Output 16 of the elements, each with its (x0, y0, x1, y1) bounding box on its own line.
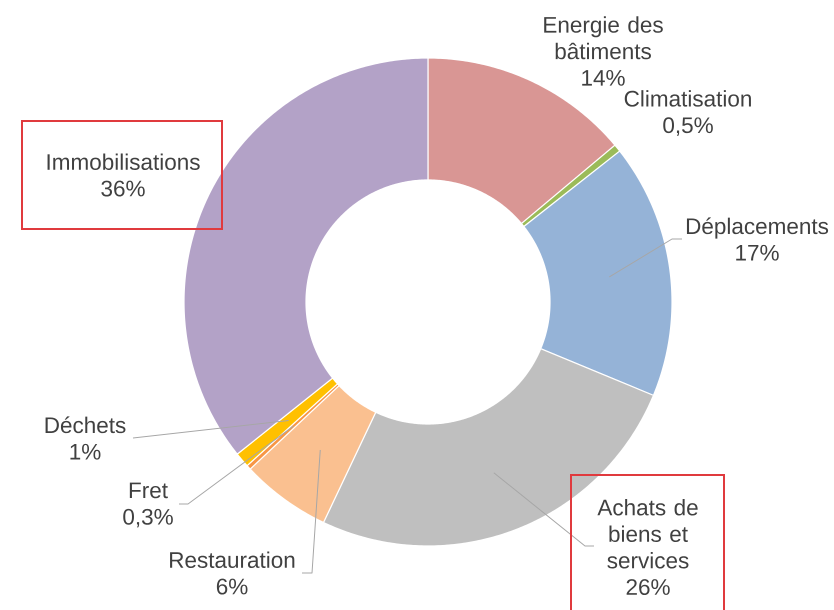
slice-label: Déplacements (686, 217, 828, 239)
data-label: 1% (70, 444, 100, 460)
slice-label: Restauration (170, 551, 294, 568)
slice-label: Achats de biens et services (597, 498, 698, 569)
slice-label: Déchets (46, 416, 126, 434)
data-label: 17% (736, 244, 779, 261)
data-label: 14% (582, 70, 625, 86)
data-label: 0,3% (123, 508, 173, 528)
data-label: 0,5% (663, 117, 713, 136)
slice-label: Fret (130, 482, 168, 498)
data-label: 6% (216, 578, 248, 595)
data-label: 26% (626, 579, 670, 596)
slice-label: Immobilisations (48, 153, 200, 170)
data-label: 36% (101, 180, 145, 197)
slice-label: Energie des bâtiments (544, 16, 663, 60)
slice-label: Climatisation (624, 90, 751, 107)
